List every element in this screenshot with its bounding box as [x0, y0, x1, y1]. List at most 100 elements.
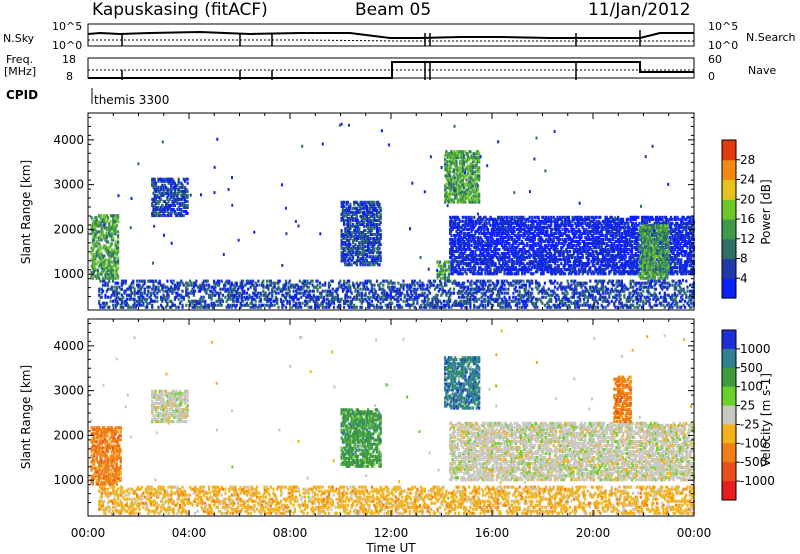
data-cell	[528, 256, 531, 260]
data-cell	[562, 264, 565, 268]
data-cell	[508, 260, 511, 264]
data-cell	[571, 223, 574, 227]
data-cell	[358, 220, 361, 224]
data-cell	[456, 227, 459, 231]
data-cell	[509, 268, 512, 272]
data-cell	[622, 239, 625, 243]
data-cell	[512, 239, 515, 243]
data-cell	[653, 229, 656, 233]
data-cell	[473, 225, 476, 229]
data-cell	[470, 260, 473, 264]
data-cell	[548, 258, 551, 262]
data-cell	[618, 233, 621, 237]
data-cell	[345, 243, 348, 247]
data-cell	[682, 266, 685, 270]
data-cell	[469, 248, 472, 252]
data-cell	[690, 244, 693, 248]
data-cell	[519, 260, 522, 264]
data-cell	[95, 218, 98, 222]
data-cell	[588, 268, 591, 272]
data-cell	[606, 221, 610, 225]
data-cell	[495, 227, 498, 231]
data-cell	[369, 204, 372, 208]
data-cell	[110, 234, 113, 238]
data-cell	[377, 200, 380, 204]
data-cell	[454, 219, 457, 223]
data-cell	[446, 174, 449, 178]
data-cell	[685, 266, 688, 270]
data-cell	[614, 270, 617, 274]
data-cell	[668, 254, 671, 258]
data-cell	[480, 231, 483, 235]
data-cell	[507, 250, 510, 254]
data-cell	[577, 262, 581, 266]
data-cell	[675, 217, 678, 221]
data-cell	[685, 217, 688, 221]
data-cell	[680, 219, 683, 223]
data-cell	[153, 195, 156, 199]
data-cell	[465, 272, 468, 276]
data-cell	[375, 210, 379, 214]
data-cell	[473, 241, 476, 245]
data-cell	[665, 233, 668, 237]
data-cell	[160, 209, 163, 213]
data-cell	[582, 239, 586, 243]
data-cell	[90, 246, 93, 250]
data-cell	[647, 224, 650, 228]
data-cell	[560, 268, 563, 272]
data-cell	[685, 231, 688, 235]
data-cell	[536, 231, 539, 235]
data-cell	[571, 229, 574, 233]
data-cell	[495, 266, 498, 270]
data-cell	[678, 233, 682, 237]
data-cell	[455, 215, 458, 219]
data-cell	[653, 248, 656, 252]
data-cell	[469, 258, 472, 262]
data-cell	[629, 270, 632, 274]
data-cell	[365, 249, 368, 253]
data-cell	[542, 264, 545, 268]
data-cell	[103, 220, 106, 224]
data-cell	[469, 180, 472, 184]
data-cell	[514, 272, 517, 276]
data-cell	[465, 233, 468, 237]
data-cell	[595, 215, 598, 219]
data-cell	[457, 264, 461, 268]
data-cell	[479, 235, 482, 239]
data-cell	[571, 231, 574, 235]
data-cell	[540, 250, 543, 254]
data-cell	[349, 247, 352, 251]
data-cell	[566, 260, 569, 264]
data-cell	[451, 152, 454, 156]
data-cell	[489, 254, 492, 258]
data-cell	[579, 217, 582, 221]
data-cell	[475, 246, 478, 250]
data-cell	[601, 219, 604, 223]
data-cell	[358, 253, 361, 257]
data-cell	[163, 214, 166, 218]
data-cell	[478, 231, 481, 235]
data-cell	[470, 196, 473, 200]
data-cell	[104, 246, 107, 250]
data-cell	[543, 258, 546, 262]
data-cell	[340, 253, 343, 257]
data-cell	[586, 262, 589, 266]
nsearch-tick-top: 10^5	[708, 20, 739, 33]
data-cell	[601, 268, 604, 272]
data-cell	[478, 160, 481, 164]
data-cell	[519, 215, 522, 219]
data-cell	[451, 246, 454, 250]
data-cell	[638, 256, 641, 260]
data-cell	[474, 235, 477, 239]
data-cell	[466, 231, 469, 235]
data-cell	[545, 233, 548, 237]
data-cell	[596, 229, 599, 233]
data-cell	[346, 247, 349, 251]
data-cell	[457, 254, 461, 258]
data-cell	[662, 221, 665, 225]
data-cell	[553, 231, 557, 235]
data-cell	[463, 241, 466, 245]
data-cell	[569, 235, 572, 239]
data-cell	[552, 254, 555, 258]
data-cell	[620, 244, 623, 248]
